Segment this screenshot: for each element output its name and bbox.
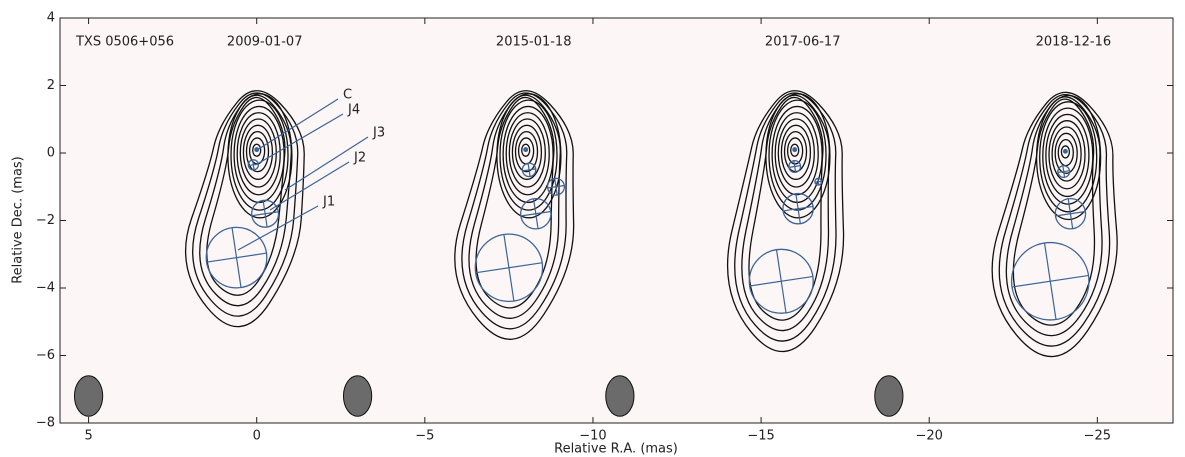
x-tick-label: −20 [915, 429, 942, 444]
beam [875, 376, 903, 417]
component-label: J2 [353, 151, 366, 166]
beam [606, 376, 634, 417]
y-tick-label: −8 [36, 416, 55, 431]
x-tick-label: −15 [747, 429, 774, 444]
x-tick-label: −25 [1084, 429, 1111, 444]
component-label: J3 [372, 126, 385, 141]
source-label: TXS 0506+056 [75, 35, 174, 50]
y-tick-label: 0 [47, 146, 55, 161]
y-tick-label: 2 [47, 78, 55, 93]
x-tick-label: −5 [415, 429, 434, 444]
y-tick-label: −4 [36, 281, 55, 296]
component [793, 148, 797, 152]
x-tick-label: 0 [253, 429, 261, 444]
x-tick-label: 5 [84, 429, 92, 444]
epoch-label: 2018-12-16 [1036, 35, 1112, 50]
beam [343, 376, 371, 417]
epoch-label: 2017-06-17 [765, 35, 841, 50]
x-tick-label: −10 [579, 429, 606, 444]
y-tick-label: 4 [47, 11, 55, 26]
component-label: C [343, 88, 352, 103]
y-tick-label: −2 [36, 213, 55, 228]
epoch-label: 2009-01-07 [227, 35, 303, 50]
component [1064, 150, 1068, 154]
component-label: J4 [347, 103, 360, 118]
y-tick-label: −6 [36, 348, 55, 363]
component-label: J1 [322, 195, 335, 210]
epoch-label: 2015-01-18 [496, 35, 572, 50]
beam [74, 376, 102, 417]
chart: TXS 0506+056 Relative R.A. (mas) Relativ… [0, 0, 1185, 457]
plot-area [60, 18, 1173, 423]
component [524, 148, 528, 152]
x-axis-label: Relative R.A. (mas) [554, 442, 678, 457]
y-axis-label: Relative Dec. (mas) [11, 156, 26, 284]
